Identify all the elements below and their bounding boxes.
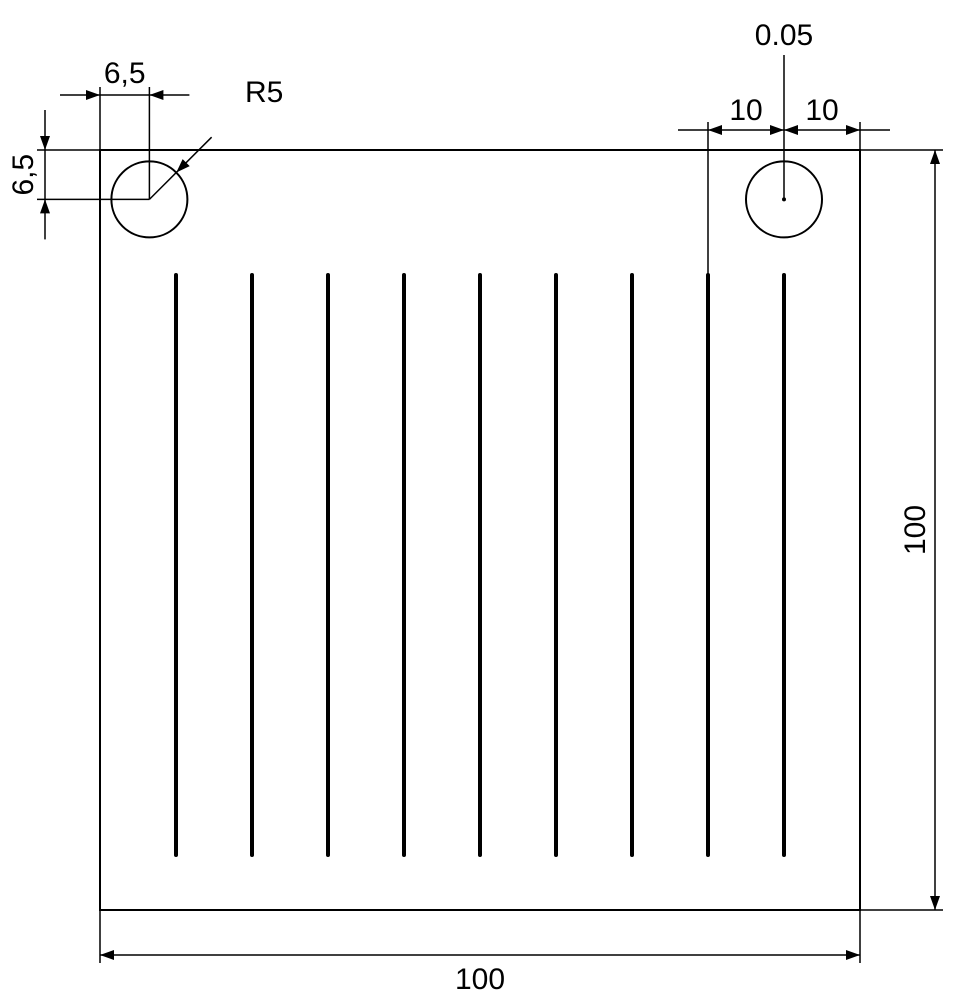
dim-0-05-value: 0.05 [755, 19, 813, 52]
dim-6-5-vertical: 6,5 [7, 110, 149, 239]
dim-6-5-horizontal-value: 6,5 [104, 57, 146, 90]
dim-10-10: 10 10 [678, 55, 890, 275]
dim-width-bottom-value: 100 [455, 963, 505, 996]
dim-height-right-value: 100 [899, 505, 932, 555]
dim-0-05: 0.05 [755, 19, 813, 52]
dim-10-left-value: 10 [729, 94, 762, 127]
dim-radius-value: R5 [245, 76, 283, 109]
technical-drawing: 100 100 6,5 6,5 R5 10 10 0.05 [0, 0, 955, 1000]
dim-width-bottom: 100 [100, 910, 860, 996]
dim-6-5-vertical-value: 6,5 [7, 154, 40, 196]
dim-height-right: 100 [860, 150, 943, 910]
dim-10-right-value: 10 [805, 94, 838, 127]
